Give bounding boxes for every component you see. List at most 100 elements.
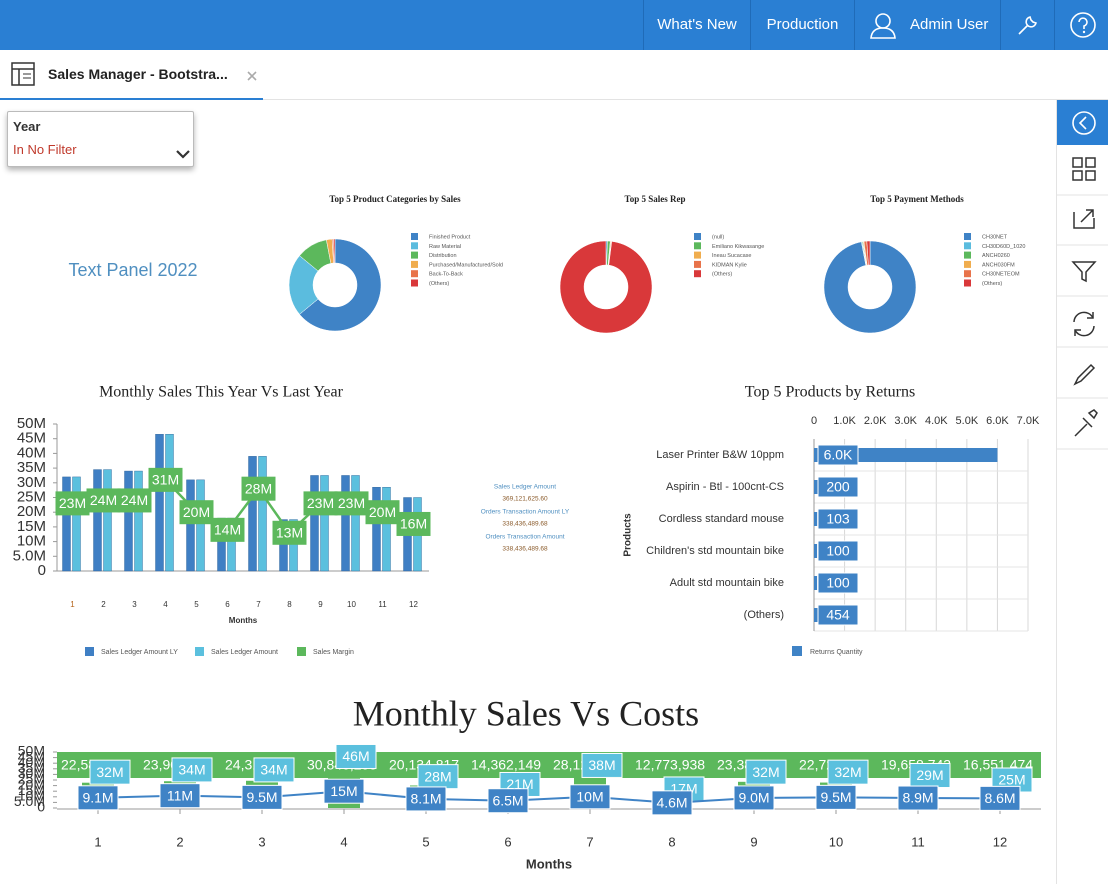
value-label-box xyxy=(89,759,131,785)
value-label-box xyxy=(909,763,951,789)
value-label: 8.6M xyxy=(984,790,1015,806)
legend-swatch xyxy=(694,270,701,278)
value-label-box xyxy=(581,752,623,778)
x-tick-label: 11 xyxy=(911,834,925,849)
legend-label: Purchased/Manufactured/Sold xyxy=(429,262,503,268)
x-axis-title: Months xyxy=(526,856,572,871)
legend-swatch xyxy=(411,270,418,278)
value-label: 28M xyxy=(424,768,451,784)
legend-label: Sales Margin xyxy=(313,649,354,656)
edit-icon[interactable] xyxy=(1073,363,1096,386)
pie-slice xyxy=(559,240,653,334)
bar xyxy=(279,519,288,572)
bar xyxy=(814,448,998,462)
x-tick-label: 11 xyxy=(378,600,387,609)
value-label-box xyxy=(159,783,201,809)
bar xyxy=(351,475,360,572)
bar xyxy=(186,479,195,572)
value-label: 34M xyxy=(178,762,205,778)
x-tick-label: 3 xyxy=(258,834,265,849)
side-dividers xyxy=(1057,194,1108,450)
y-tick-label: 45M xyxy=(17,430,46,447)
tools-button[interactable] xyxy=(1000,0,1054,50)
year-filter[interactable]: Year In No Filter xyxy=(7,111,194,167)
x-tick-label: 9 xyxy=(750,834,757,849)
value-label: 6.5M xyxy=(492,792,523,808)
x-tick-label: 3.0K xyxy=(894,415,917,427)
x-tick-label: 4 xyxy=(163,600,168,609)
value-label: 23M xyxy=(59,495,86,511)
collapse-button[interactable] xyxy=(1057,100,1108,145)
legend-label: Finished Product xyxy=(429,234,471,240)
value-label: 4.6M xyxy=(656,795,687,811)
x-tick-label: 7.0K xyxy=(1017,415,1040,427)
value-label: 32M xyxy=(752,764,779,780)
value-label-box xyxy=(55,491,90,516)
legend-label: (Others) xyxy=(712,272,732,278)
value-label: 6.0K xyxy=(824,447,853,463)
y-tick-label: 5.0M xyxy=(14,793,45,809)
bar xyxy=(814,480,821,494)
x-tick-label: 5 xyxy=(422,834,429,849)
value-label-box xyxy=(897,785,939,811)
x-tick-label: 7 xyxy=(586,834,593,849)
value-label-box xyxy=(569,784,611,810)
x-tick-label: 10 xyxy=(829,834,843,849)
y-tick-label: Adult std mountain bike xyxy=(670,577,784,589)
filter-label: Year xyxy=(13,119,41,134)
bar xyxy=(124,470,133,572)
help-button[interactable] xyxy=(1054,0,1108,50)
value-label-box xyxy=(817,476,859,498)
value-label: 9.5M xyxy=(820,789,851,805)
legend-swatch xyxy=(411,251,418,259)
legend-swatch xyxy=(297,647,306,656)
legend-swatch xyxy=(964,260,971,268)
value-label-box xyxy=(631,752,713,778)
x-tick-label: 8 xyxy=(287,600,292,609)
tab-close[interactable] xyxy=(246,70,258,82)
value-label-box xyxy=(171,757,213,783)
share-icon[interactable] xyxy=(1073,209,1095,229)
value-label: 20M xyxy=(183,504,210,520)
picker-icon[interactable] xyxy=(1074,409,1098,437)
value-label-box xyxy=(253,757,295,783)
filter-icon[interactable] xyxy=(1071,261,1097,283)
bar xyxy=(341,475,350,572)
refresh-icon[interactable] xyxy=(1073,311,1095,337)
value-label: 24M xyxy=(90,492,117,508)
chart-title: Monthly Sales This Year Vs Last Year xyxy=(99,384,344,401)
menu-whats-new[interactable]: What's New xyxy=(643,0,750,50)
legend-swatch xyxy=(694,242,701,250)
x-tick-label: 1.0K xyxy=(833,415,856,427)
value-label: 28M xyxy=(245,480,272,496)
legend-label: (null) xyxy=(712,234,724,240)
value-label: 21M xyxy=(506,776,533,792)
legend-label: (Others) xyxy=(982,281,1002,287)
legend-swatch xyxy=(411,279,418,287)
y-tick-label: 5.0M xyxy=(13,547,46,564)
layout-icon[interactable] xyxy=(1072,157,1096,181)
legend-swatch xyxy=(195,647,204,656)
legend-label: Emiliano Kikwasange xyxy=(712,244,764,250)
y-tick-label: (Others) xyxy=(744,609,784,621)
tab[interactable]: Sales Manager - Bootstra... xyxy=(0,50,263,100)
tab-title: Sales Manager - Bootstra... xyxy=(48,66,228,82)
value-label: 13M xyxy=(276,524,303,540)
legend-label: Back-To-Back xyxy=(429,272,463,278)
value-label: 200 xyxy=(826,479,850,495)
legend-label: Distribution xyxy=(429,253,457,259)
y-tick-label: 0 xyxy=(37,799,45,815)
x-tick-label: 12 xyxy=(993,834,1007,849)
value-label: 32M xyxy=(834,764,861,780)
y-axis-title: Products xyxy=(623,513,634,557)
value-label: 11M xyxy=(167,787,193,803)
x-tick-label: 9 xyxy=(318,600,323,609)
value-label-box xyxy=(487,788,529,814)
menu-user[interactable]: Admin User xyxy=(854,0,1000,50)
legend-swatch xyxy=(964,233,971,240)
x-tick-label: 4.0K xyxy=(925,415,948,427)
value-label: 10M xyxy=(576,789,603,805)
menu-production[interactable]: Production xyxy=(750,0,854,50)
y-tick-label: 25M xyxy=(18,771,45,787)
value-label: 12,773,938 xyxy=(635,757,705,773)
